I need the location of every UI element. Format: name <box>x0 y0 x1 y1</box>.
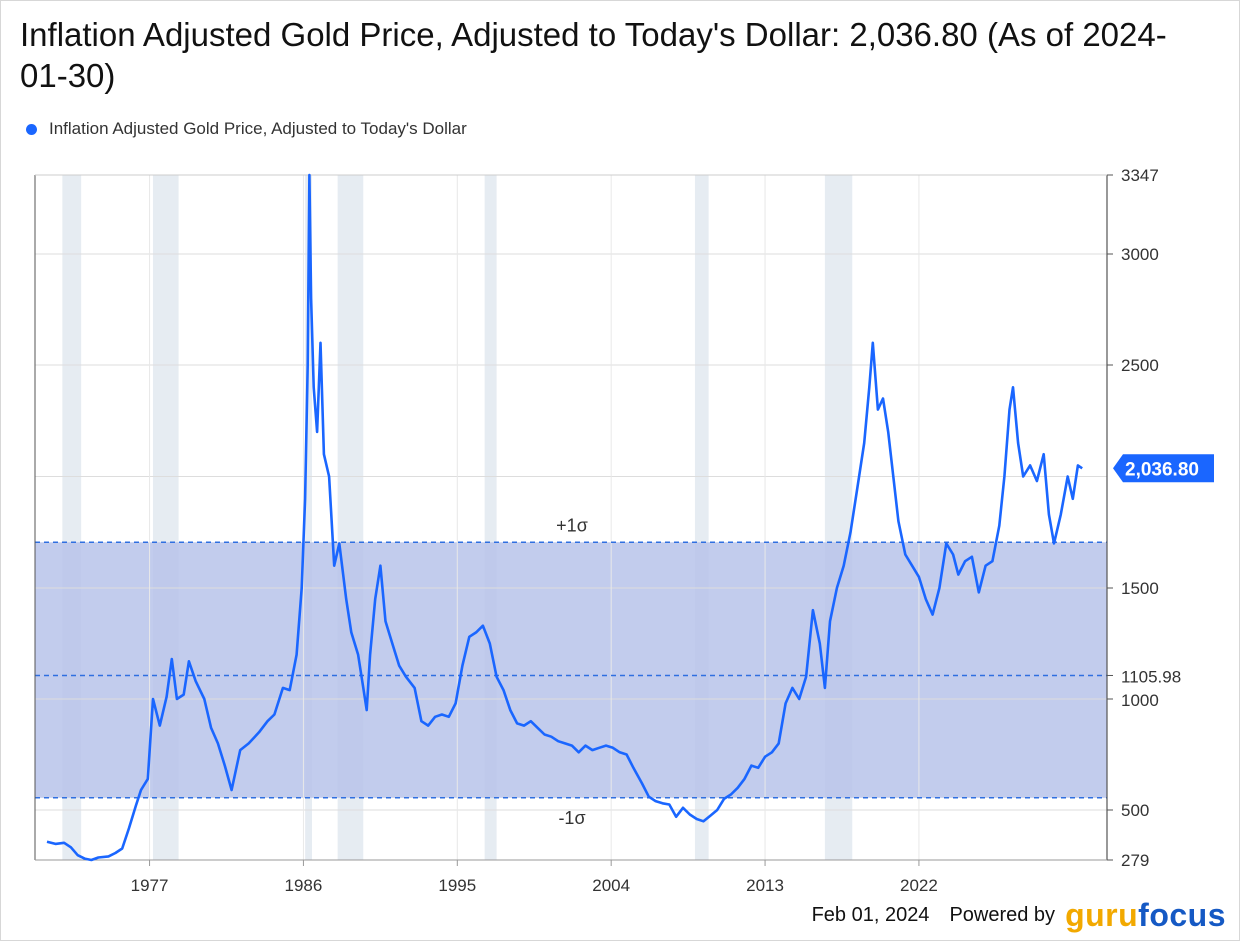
logo-guru: guru <box>1065 897 1139 933</box>
minus-sigma-label: -1σ <box>558 808 585 828</box>
legend-label: Inflation Adjusted Gold Price, Adjusted … <box>49 119 467 138</box>
y-tick-label: 279 <box>1121 851 1149 870</box>
x-tick-label: 2013 <box>746 876 784 895</box>
gurufocus-logo[interactable]: gurufocus <box>1065 897 1226 933</box>
y-tick-label: 2500 <box>1121 356 1159 375</box>
series-line <box>46 173 1083 862</box>
footer-date: Feb 01, 2024 <box>811 903 930 926</box>
y-tick-label: 3347 <box>1121 166 1159 185</box>
plus-sigma-label: +1σ <box>556 515 588 535</box>
last-value-callout <box>1113 454 1214 483</box>
y-tick-label: 500 <box>1121 801 1149 820</box>
y-tick-label: 3000 <box>1121 245 1159 264</box>
y-tick-label: 1500 <box>1121 579 1159 598</box>
y-tick-label: 1000 <box>1121 691 1159 710</box>
legend-marker <box>26 123 37 135</box>
y-tick-label: 1105.98 <box>1121 667 1181 686</box>
x-tick-label: 1995 <box>438 876 476 895</box>
x-tick-label: 1977 <box>131 876 169 895</box>
sigma-band <box>35 542 1107 798</box>
legend[interactable]: Inflation Adjusted Gold Price, Adjusted … <box>26 119 467 139</box>
last-value-label: 2,036.80 <box>1125 459 1199 480</box>
logo-focus: focus <box>1138 897 1226 933</box>
footer: Feb 01, 2024 Powered by gurufocus <box>811 897 1226 933</box>
chart-title: Inflation Adjusted Gold Price, Adjusted … <box>20 16 1167 94</box>
recession-shade <box>484 175 497 860</box>
x-tick-label: 2022 <box>900 876 938 895</box>
powered-by-text: Powered by <box>949 903 1056 926</box>
recession-shade <box>305 175 312 860</box>
x-tick-label: 2004 <box>592 876 630 895</box>
x-tick-label: 1986 <box>285 876 323 895</box>
